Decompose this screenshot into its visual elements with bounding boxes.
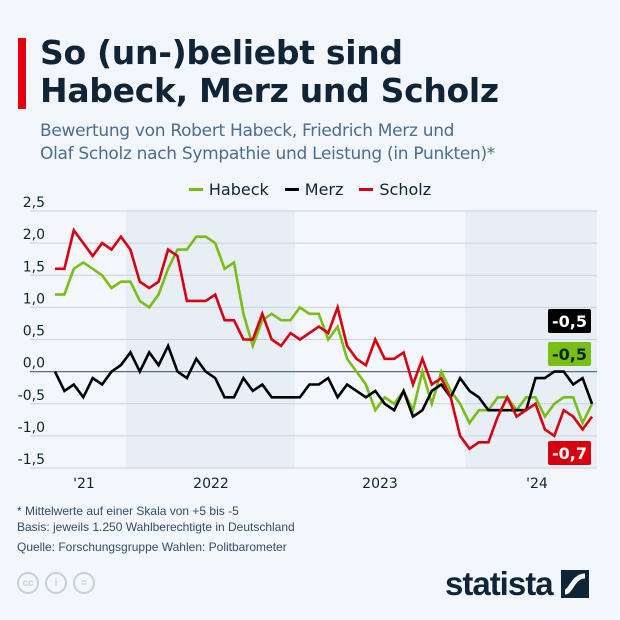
x-tick-label: 2023: [362, 476, 398, 492]
legend-item-scholz: Scholz: [359, 180, 431, 199]
chart-title: So (un-)beliebt sind Habeck, Merz und Sc…: [40, 34, 499, 110]
end-label-scholz: -0,7: [548, 441, 591, 465]
legend-label: Scholz: [379, 180, 432, 199]
chart-subtitle: Bewertung von Robert Habeck, Friedrich M…: [40, 120, 495, 166]
license-icons[interactable]: cc i =: [17, 572, 95, 594]
statista-mark-icon: [560, 570, 589, 598]
end-label-box: [548, 342, 591, 366]
nd-icon: =: [73, 572, 95, 594]
statista-logo[interactable]: statista: [445, 565, 589, 603]
x-tick-label: 2022: [193, 476, 229, 492]
end-label-text: -0,5: [552, 312, 587, 331]
legend: Habeck Merz Scholz: [0, 180, 620, 199]
footnote-basis: Basis: jeweils 1.250 Wahlberechtigte in …: [17, 520, 295, 534]
legend-swatch: [284, 188, 299, 191]
series-line-habeck: [55, 235, 594, 427]
accent-bar: [18, 38, 26, 109]
y-tick-label: 0,0: [23, 356, 45, 372]
legend-item-habeck: Habeck: [188, 180, 269, 199]
title-line-1: So (un-)beliebt sind: [40, 33, 403, 72]
subtitle-line-2: Olaf Scholz nach Sympathie und Leistung …: [40, 144, 496, 164]
y-tick-label: 0,5: [23, 324, 45, 340]
series-line-merz: [53, 342, 594, 419]
y-tick-label: -1,5: [18, 452, 45, 468]
y-tick-label: 2,0: [23, 227, 45, 243]
footnote-scale: * Mittelwerte auf einer Skala von +5 bis…: [17, 504, 239, 518]
footnotes: * Mittelwerte auf einer Skala von +5 bis…: [17, 503, 295, 555]
end-label-box: [548, 441, 591, 465]
end-label-text: -0,5: [552, 345, 587, 364]
cc-icon: cc: [17, 572, 39, 594]
y-tick-label: -0,5: [18, 388, 45, 404]
y-tick-label: 2,5: [23, 195, 45, 211]
brand-wordmark: statista: [445, 565, 554, 602]
y-tick-label: -1,0: [18, 420, 45, 436]
series-line-scholz: [55, 227, 594, 451]
legend-label: Merz: [304, 180, 344, 199]
end-label-box: [548, 309, 591, 333]
x-tick-label: '24: [526, 476, 548, 492]
legend-item-merz: Merz: [284, 180, 344, 199]
by-icon: i: [45, 572, 67, 594]
end-label-habeck: -0,5: [548, 342, 591, 366]
y-tick-label: 1,0: [23, 291, 45, 307]
subtitle-line-1: Bewertung von Robert Habeck, Friedrich M…: [40, 121, 455, 141]
legend-label: Habeck: [208, 180, 269, 199]
legend-swatch: [359, 188, 374, 191]
y-tick-label: 1,5: [23, 259, 45, 275]
title-line-2: Habeck, Merz und Scholz: [40, 71, 499, 110]
legend-swatch: [188, 188, 203, 191]
end-label-merz: -0,5: [548, 309, 591, 333]
x-tick-label: '21: [73, 476, 95, 492]
end-label-text: -0,7: [552, 444, 587, 463]
source-note: Quelle: Forschungsgruppe Wahlen: Politba…: [17, 540, 287, 554]
